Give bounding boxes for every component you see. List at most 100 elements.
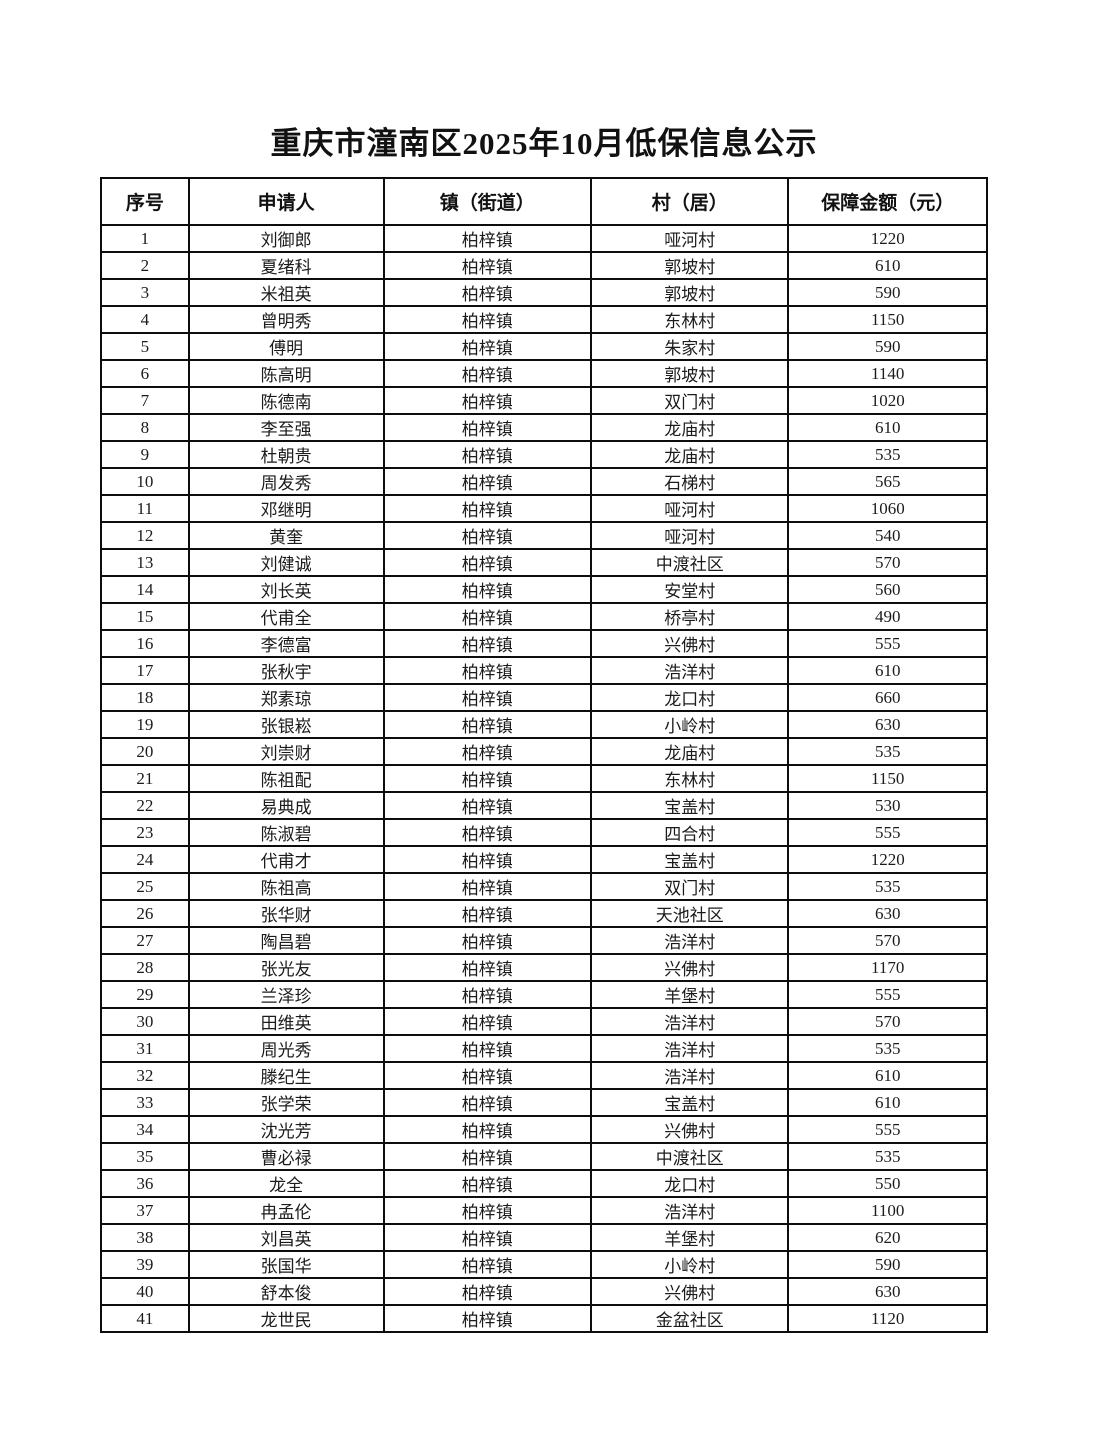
cell-town-street: 柏梓镇 <box>382 1115 592 1144</box>
cell-guarantee-amount: 535 <box>787 737 988 766</box>
cell-town-street: 柏梓镇 <box>382 656 592 685</box>
table-row: 7 陈德南 柏梓镇 双门村 1020 <box>100 386 988 415</box>
table-row: 15 代甫全 柏梓镇 桥亭村 490 <box>100 602 988 631</box>
cell-town-street: 柏梓镇 <box>382 1304 592 1333</box>
table-row: 18 郑素琼 柏梓镇 龙口村 660 <box>100 683 988 712</box>
table-header-row: 序号 申请人 镇（街道） 村（居） 保障金额（元） <box>100 177 988 226</box>
cell-serial-number: 26 <box>100 899 190 928</box>
cell-serial-number: 10 <box>100 467 190 496</box>
cell-village: 宝盖村 <box>589 1088 790 1117</box>
cell-village: 兴佛村 <box>589 953 790 982</box>
cell-serial-number: 13 <box>100 548 190 577</box>
table-row: 13 刘健诚 柏梓镇 中渡社区 570 <box>100 548 988 577</box>
table-row: 34 沈光芳 柏梓镇 兴佛村 555 <box>100 1115 988 1144</box>
cell-applicant: 陈祖高 <box>187 872 385 901</box>
cell-village: 郭坡村 <box>589 278 790 307</box>
table-row: 16 李德富 柏梓镇 兴佛村 555 <box>100 629 988 658</box>
cell-guarantee-amount: 535 <box>787 1142 988 1171</box>
header-village: 村（居） <box>589 177 790 226</box>
cell-village: 浩洋村 <box>589 1061 790 1090</box>
cell-town-street: 柏梓镇 <box>382 467 592 496</box>
table-row: 30 田维英 柏梓镇 浩洋村 570 <box>100 1007 988 1036</box>
cell-village: 石梯村 <box>589 467 790 496</box>
cell-village: 浩洋村 <box>589 926 790 955</box>
cell-village: 龙庙村 <box>589 440 790 469</box>
cell-guarantee-amount: 555 <box>787 980 988 1009</box>
cell-village: 东林村 <box>589 764 790 793</box>
cell-town-street: 柏梓镇 <box>382 359 592 388</box>
table-row: 17 张秋宇 柏梓镇 浩洋村 610 <box>100 656 988 685</box>
cell-applicant: 刘健诚 <box>187 548 385 577</box>
cell-village: 浩洋村 <box>589 656 790 685</box>
cell-village: 浩洋村 <box>589 1007 790 1036</box>
cell-guarantee-amount: 530 <box>787 791 988 820</box>
cell-town-street: 柏梓镇 <box>382 1061 592 1090</box>
cell-applicant: 杜朝贵 <box>187 440 385 469</box>
cell-serial-number: 35 <box>100 1142 190 1171</box>
table-row: 4 曾明秀 柏梓镇 东林村 1150 <box>100 305 988 334</box>
cell-town-street: 柏梓镇 <box>382 629 592 658</box>
cell-applicant: 代甫全 <box>187 602 385 631</box>
cell-guarantee-amount: 1150 <box>787 764 988 793</box>
cell-applicant: 张国华 <box>187 1250 385 1279</box>
cell-serial-number: 41 <box>100 1304 190 1333</box>
cell-applicant: 邓继明 <box>187 494 385 523</box>
table-row: 41 龙世民 柏梓镇 金盆社区 1120 <box>100 1304 988 1333</box>
cell-guarantee-amount: 555 <box>787 1115 988 1144</box>
cell-guarantee-amount: 1100 <box>787 1196 988 1225</box>
cell-village: 中渡社区 <box>589 548 790 577</box>
cell-village: 羊堡村 <box>589 1223 790 1252</box>
table-row: 32 滕纪生 柏梓镇 浩洋村 610 <box>100 1061 988 1090</box>
cell-guarantee-amount: 1060 <box>787 494 988 523</box>
cell-town-street: 柏梓镇 <box>382 818 592 847</box>
cell-applicant: 陈德南 <box>187 386 385 415</box>
cell-town-street: 柏梓镇 <box>382 575 592 604</box>
cell-serial-number: 39 <box>100 1250 190 1279</box>
cell-guarantee-amount: 570 <box>787 926 988 955</box>
cell-guarantee-amount: 620 <box>787 1223 988 1252</box>
cell-serial-number: 28 <box>100 953 190 982</box>
cell-village: 龙口村 <box>589 1169 790 1198</box>
cell-applicant: 张学荣 <box>187 1088 385 1117</box>
cell-applicant: 陶昌碧 <box>187 926 385 955</box>
cell-village: 宝盖村 <box>589 845 790 874</box>
cell-applicant: 周光秀 <box>187 1034 385 1063</box>
cell-serial-number: 15 <box>100 602 190 631</box>
cell-village: 郭坡村 <box>589 251 790 280</box>
cell-serial-number: 1 <box>100 224 190 253</box>
header-applicant: 申请人 <box>187 177 385 226</box>
cell-town-street: 柏梓镇 <box>382 305 592 334</box>
cell-guarantee-amount: 1120 <box>787 1304 988 1333</box>
cell-serial-number: 27 <box>100 926 190 955</box>
cell-applicant: 张华财 <box>187 899 385 928</box>
cell-village: 龙庙村 <box>589 413 790 442</box>
cell-guarantee-amount: 590 <box>787 332 988 361</box>
table-row: 29 兰泽珍 柏梓镇 羊堡村 555 <box>100 980 988 1009</box>
cell-applicant: 张光友 <box>187 953 385 982</box>
cell-serial-number: 6 <box>100 359 190 388</box>
cell-serial-number: 14 <box>100 575 190 604</box>
cell-town-street: 柏梓镇 <box>382 1196 592 1225</box>
cell-town-street: 柏梓镇 <box>382 1250 592 1279</box>
cell-village: 小岭村 <box>589 1250 790 1279</box>
cell-guarantee-amount: 540 <box>787 521 988 550</box>
cell-village: 兴佛村 <box>589 1115 790 1144</box>
cell-serial-number: 31 <box>100 1034 190 1063</box>
cell-town-street: 柏梓镇 <box>382 521 592 550</box>
cell-town-street: 柏梓镇 <box>382 1277 592 1306</box>
cell-town-street: 柏梓镇 <box>382 926 592 955</box>
cell-serial-number: 12 <box>100 521 190 550</box>
cell-guarantee-amount: 610 <box>787 1088 988 1117</box>
cell-town-street: 柏梓镇 <box>382 1034 592 1063</box>
cell-serial-number: 34 <box>100 1115 190 1144</box>
cell-serial-number: 17 <box>100 656 190 685</box>
cell-town-street: 柏梓镇 <box>382 764 592 793</box>
table-row: 35 曹必禄 柏梓镇 中渡社区 535 <box>100 1142 988 1171</box>
cell-serial-number: 40 <box>100 1277 190 1306</box>
cell-town-street: 柏梓镇 <box>382 899 592 928</box>
cell-applicant: 郑素琼 <box>187 683 385 712</box>
cell-guarantee-amount: 555 <box>787 629 988 658</box>
cell-town-street: 柏梓镇 <box>382 224 592 253</box>
table-row: 1 刘御郎 柏梓镇 哑河村 1220 <box>100 224 988 253</box>
cell-village: 四合村 <box>589 818 790 847</box>
